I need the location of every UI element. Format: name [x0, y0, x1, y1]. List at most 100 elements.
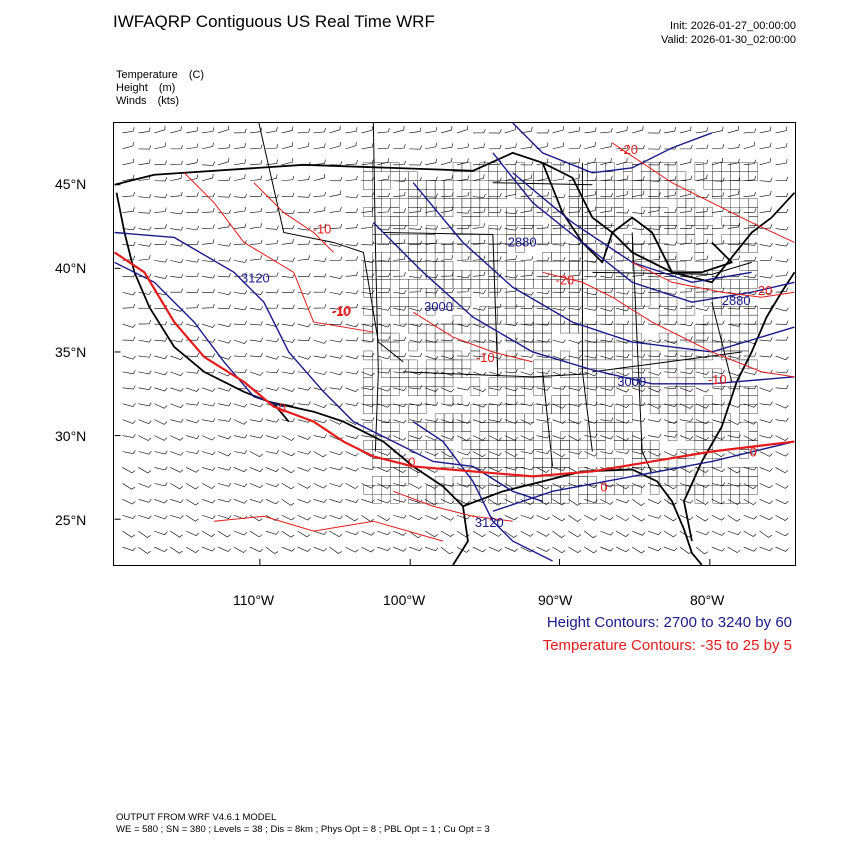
wind-barb	[552, 435, 566, 440]
wind-barb	[313, 419, 327, 424]
county-cell	[551, 494, 561, 504]
county-cell	[497, 377, 507, 387]
wind-barb	[249, 467, 263, 472]
wind-barb	[759, 126, 772, 134]
wind-barb	[377, 158, 389, 166]
county-cell	[515, 422, 525, 432]
county-cell	[596, 180, 606, 190]
wind-barb	[632, 125, 644, 134]
county-cell	[632, 189, 642, 199]
wind-barb	[329, 403, 343, 407]
county-cell	[640, 171, 651, 181]
wind-barb	[377, 451, 391, 456]
county-cell	[408, 431, 418, 441]
wind-barb	[249, 291, 264, 295]
wind-barb	[313, 434, 327, 439]
wind-barb	[138, 159, 151, 166]
wind-barb	[138, 386, 152, 391]
wind-barb	[186, 514, 199, 522]
wind-barb	[170, 191, 183, 197]
wind-barb	[377, 467, 391, 473]
wind-barb	[249, 451, 263, 457]
wind-barb	[265, 225, 279, 230]
county-cell	[399, 171, 409, 181]
county-cell	[748, 395, 758, 405]
wind-barb	[520, 353, 534, 358]
county-cell	[452, 323, 463, 334]
wind-barb	[616, 435, 630, 441]
wind-barb	[568, 192, 582, 197]
wind-barb	[600, 386, 614, 391]
wind-barb	[218, 257, 231, 262]
wind-barb	[122, 434, 136, 438]
wind-barb	[600, 274, 614, 279]
wind-barb	[440, 355, 455, 360]
county-cell	[497, 314, 507, 325]
county-cell	[605, 458, 615, 468]
wind-barb	[297, 401, 311, 406]
county-cell	[452, 476, 463, 486]
wind-barb	[759, 305, 773, 310]
wind-barb	[472, 143, 485, 150]
wind-barb	[632, 304, 645, 309]
wind-barb	[695, 546, 709, 555]
county-cell	[703, 431, 714, 441]
county-cell	[390, 422, 400, 432]
wind-barb	[711, 451, 725, 457]
wind-barb	[568, 530, 582, 538]
height-contour	[492, 440, 795, 512]
wind-barb	[472, 239, 486, 245]
wind-barb	[679, 158, 692, 166]
county-cell	[730, 314, 740, 325]
county-cell	[569, 261, 579, 271]
wind-barb	[425, 387, 439, 392]
county-cell	[381, 422, 391, 432]
wind-barb	[345, 419, 359, 425]
county-cell	[497, 252, 507, 262]
county-cell	[551, 440, 561, 450]
wind-barb	[217, 514, 232, 519]
wind-barb	[377, 336, 391, 341]
wind-barb	[233, 339, 248, 344]
wind-barb	[202, 387, 216, 392]
wind-barb	[329, 499, 343, 503]
county-cell	[470, 350, 481, 361]
wind-barb	[632, 144, 645, 150]
wind-barb	[281, 530, 295, 538]
wind-barb	[664, 241, 677, 246]
county-cell	[372, 359, 382, 370]
wind-barb	[711, 305, 725, 310]
wind-barb	[488, 386, 503, 391]
wind-barb	[377, 175, 390, 182]
wind-barb	[584, 530, 597, 539]
county-cell	[497, 494, 507, 504]
wind-barb	[329, 530, 343, 537]
wind-barb	[456, 256, 470, 261]
wind-barb	[441, 175, 454, 182]
wind-barb	[217, 451, 232, 457]
county-cell	[587, 350, 597, 361]
wind-barb	[377, 514, 391, 521]
county-cell	[578, 261, 588, 271]
wind-barb	[679, 304, 693, 309]
wind-barb	[743, 546, 757, 552]
temp-label: 0	[279, 401, 286, 416]
county-cell	[560, 323, 570, 334]
wind-barb	[552, 241, 566, 246]
county-cell	[721, 162, 731, 172]
county-cell	[461, 422, 472, 432]
wind-barb	[393, 239, 406, 245]
county-cell	[461, 180, 472, 190]
wind-barb	[616, 449, 630, 454]
state-borders	[258, 123, 752, 474]
wind-barb	[488, 320, 502, 325]
wind-barb	[472, 419, 487, 424]
wind-barb	[472, 129, 486, 134]
wind-barb	[425, 176, 438, 182]
county-cell	[479, 332, 490, 343]
wind-barb	[297, 323, 311, 328]
county-cell	[605, 279, 615, 289]
county-cell	[390, 270, 400, 280]
wind-barb	[488, 483, 503, 488]
county-cell	[685, 332, 696, 343]
